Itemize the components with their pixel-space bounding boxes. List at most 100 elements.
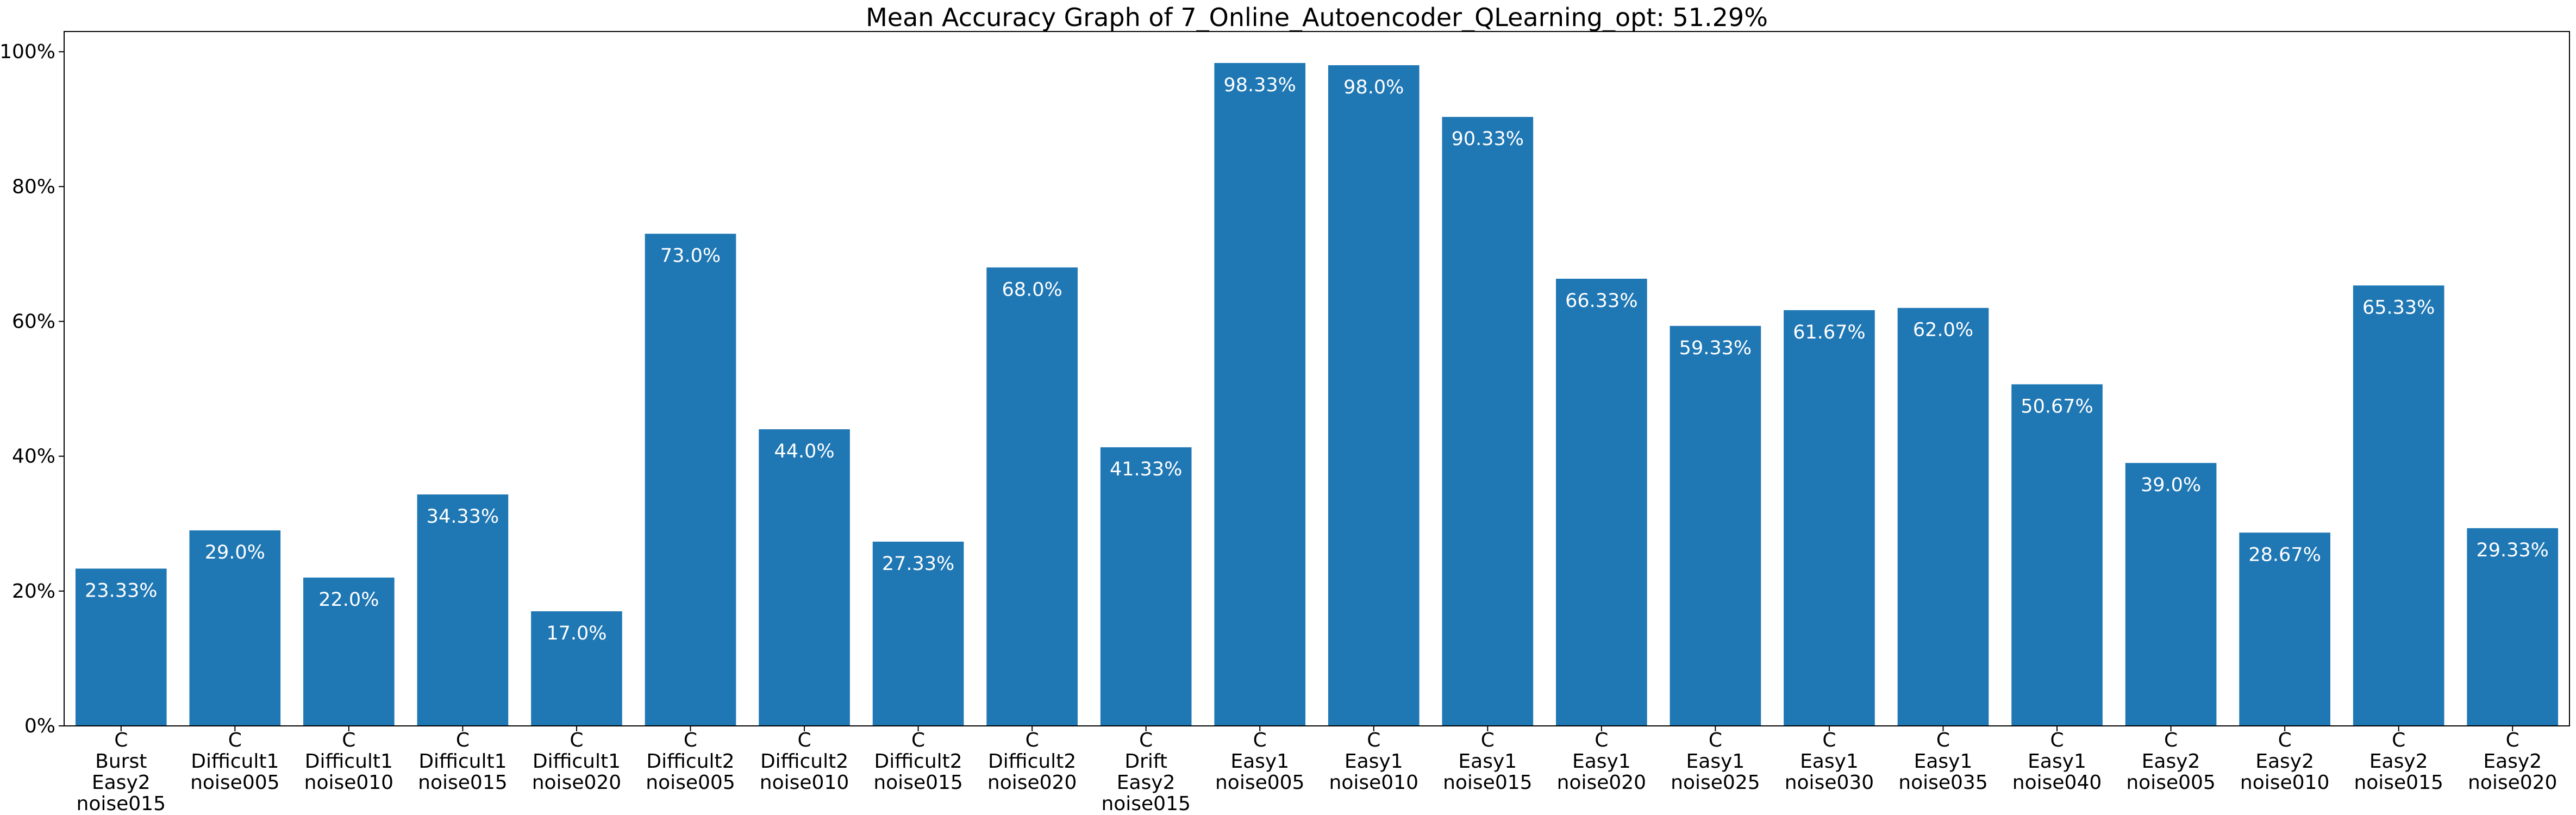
x-tick-label-2: C Difficult1 noise005 [190,729,279,794]
x-tick-label-line: noise025 [1671,772,1760,794]
bar-15 [1670,325,1761,726]
bar-6 [645,234,736,726]
x-tick-label-line: C [1026,729,1039,751]
x-tick-label-21: C Easy2 noise015 [2354,729,2443,794]
x-tick-label-line: noise015 [77,793,166,815]
x-tick-label-line: Easy1 [2028,750,2086,773]
bar-20 [2239,532,2330,726]
x-tick-label-line: Easy1 [1686,750,1745,773]
x-tick-label-line: noise030 [1785,772,1874,794]
x-tick-label-line: Difficult2 [760,750,848,773]
bar-2 [189,530,281,726]
x-tick-label-18: C Easy1 noise040 [2012,729,2102,794]
x-tick-label-19: C Easy2 noise005 [2126,729,2215,794]
x-tick-label-line: noise010 [760,772,849,794]
bar-value-label-9: 68.0% [1002,279,1062,300]
x-tick-label-line: noise015 [873,772,962,794]
bar-13 [1442,117,1534,726]
x-tick-label-line: Easy1 [1914,750,1973,773]
y-tick-label-80: 80% [12,175,55,198]
bar-value-label-10: 41.33% [1110,459,1182,480]
bar-value-label-19: 39.0% [2141,474,2201,496]
x-tick-label-line: Drift [1124,750,1167,773]
x-tick-label-22: C Easy2 noise020 [2468,729,2557,794]
x-tick-label-line: C [2164,729,2178,751]
x-tick-label-line: noise015 [1101,793,1190,815]
x-tick-label-line: noise005 [2126,772,2215,794]
bar-value-label-16: 61.67% [1793,322,1865,343]
chart-title: Mean Accuracy Graph of 7_Online_Autoenco… [866,3,1768,32]
x-tick-label-line: C [114,729,128,751]
bar-value-label-17: 62.0% [1913,319,1973,341]
x-tick-label-line: Easy2 [1117,772,1176,794]
bar-9 [986,267,1078,726]
x-tick-label-line: C [1822,729,1836,751]
x-tick-label-line: C [342,729,355,751]
x-tick-label-15: C Easy1 noise025 [1671,729,1760,794]
bar-value-label-22: 29.33% [2476,540,2548,561]
bar-17 [1897,308,1989,726]
x-tick-label-line: noise010 [1329,772,1418,794]
x-tick-label-line: noise005 [646,772,735,794]
bar-value-label-4: 34.33% [427,506,499,528]
bar-value-label-18: 50.67% [2021,396,2093,417]
x-tick-label-line: noise015 [1443,772,1532,794]
x-tick-label-line: Difficult2 [874,750,962,773]
bar-12 [1328,65,1420,726]
bar-value-label-1: 23.33% [85,580,157,602]
x-tick-label-line: Difficult1 [191,750,279,773]
x-tick-label-line: noise010 [304,772,393,794]
bar-7 [759,429,850,726]
bar-1 [75,568,167,726]
bar-value-label-21: 65.33% [2362,297,2435,318]
x-tick-label-11: C Easy1 noise005 [1215,729,1304,794]
bar-18 [2011,384,2103,726]
x-tick-label-line: C [570,729,583,751]
bar-21 [2353,285,2444,726]
x-tick-label-line: noise035 [1898,772,1987,794]
bar-3 [303,578,395,726]
bar-value-label-15: 59.33% [1679,337,1752,359]
x-tick-label-line: C [2392,729,2405,751]
x-tick-label-line: noise020 [2468,772,2557,794]
bar-value-label-12: 98.0% [1343,77,1404,98]
bars-layer: 23.33% 29.0% 22.0% 34.33% 17.0% 73.0% 44.0% 27.… [75,62,2559,726]
bar-11 [1214,62,1306,726]
bar-value-label-3: 22.0% [318,589,379,611]
x-tick-label-line: Difficult1 [418,750,507,773]
bar-value-label-8: 27.33% [882,553,954,575]
x-tick-label-line: noise015 [418,772,507,794]
x-tick-label-8: C Difficult2 noise015 [873,729,962,794]
x-tick-label-line: Easy1 [1345,750,1403,773]
x-tick-label-1: C Burst Easy2 noise015 [77,729,166,815]
x-tick-label-7: C Difficult2 noise010 [760,729,849,794]
x-tick-label-line: C [2506,729,2519,751]
x-tick-label-line: noise005 [1215,772,1304,794]
x-tick-label-line: C [456,729,470,751]
axes-frame [64,31,2570,726]
x-tick-label-line: noise010 [2240,772,2329,794]
y-tick-label-0: 0% [24,715,55,737]
x-tick-label-line: noise020 [1557,772,1646,794]
x-tick-label-line: Easy2 [92,772,151,794]
x-tick-label-line: C [1481,729,1495,751]
x-tick-label-line: C [2278,729,2292,751]
x-tick-label-line: Easy1 [1230,750,1289,773]
y-tick-label-100: 100% [0,41,55,63]
bar-19 [2125,463,2217,726]
x-tick-label-line: C [1253,729,1267,751]
x-tick-label-line: noise015 [2354,772,2443,794]
x-tick-label-line: Burst [95,750,147,773]
x-tick-label-10: C Drift Easy2 noise015 [1101,729,1190,815]
bar-value-label-20: 28.67% [2248,544,2321,566]
bar-8 [872,541,964,726]
y-axis: 0% 20% 40% 60% 80% 100% [0,41,64,737]
bar-16 [1784,310,1875,726]
y-tick-label-40: 40% [12,446,55,468]
bar-value-label-13: 90.33% [1452,128,1524,150]
x-tick-label-20: C Easy2 noise010 [2240,729,2329,794]
x-tick-label-line: noise040 [2012,772,2102,794]
x-tick-label-line: Difficult1 [305,750,393,773]
